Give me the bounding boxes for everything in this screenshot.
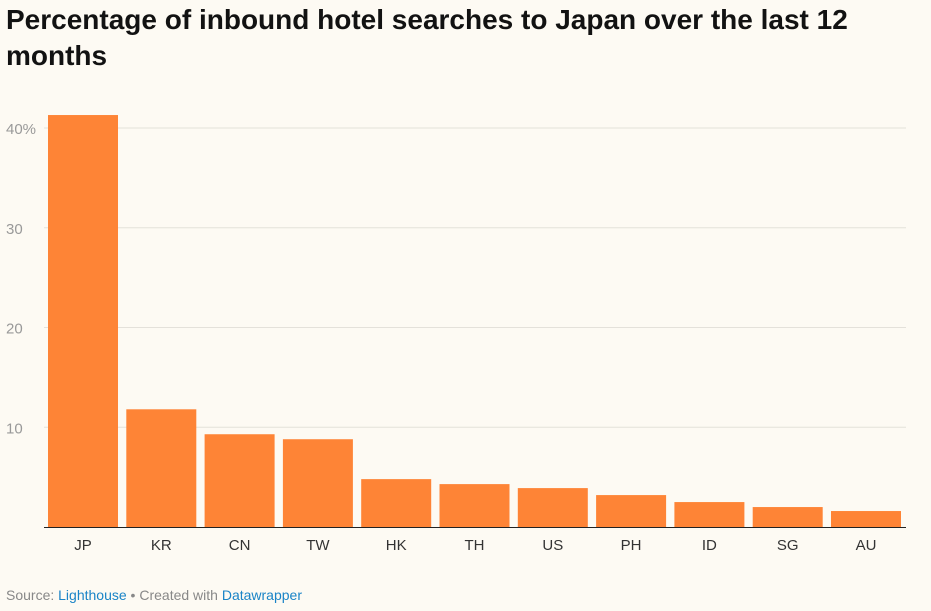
- y-tick-label: 10: [6, 420, 23, 437]
- bar-id: [674, 502, 745, 527]
- bar-kr: [126, 409, 197, 527]
- x-category-label: AU: [856, 537, 877, 554]
- source-label: Source:: [6, 587, 55, 603]
- bar-hk: [361, 479, 432, 527]
- bar-tw: [282, 439, 353, 527]
- x-category-label: KR: [151, 537, 172, 554]
- bar-sg: [752, 507, 823, 527]
- bar-ph: [596, 495, 667, 527]
- y-axis-tick-labels: 10 20 30 40%: [6, 121, 36, 437]
- bars: [48, 115, 901, 527]
- x-category-label: PH: [621, 537, 642, 554]
- x-category-label: TH: [465, 537, 485, 554]
- y-tick-label: 30: [6, 221, 23, 238]
- datawrapper-link[interactable]: Datawrapper: [221, 587, 302, 603]
- x-category-label: JP: [74, 537, 92, 554]
- chart-title: Percentage of inbound hotel searches to …: [6, 4, 848, 71]
- footer-separator: •: [130, 587, 136, 603]
- x-category-label: TW: [306, 537, 330, 554]
- y-tick-label: 20: [6, 321, 23, 338]
- x-category-label: ID: [702, 537, 717, 554]
- x-category-label: SG: [777, 537, 799, 554]
- x-category-label: HK: [386, 537, 407, 554]
- bar-cn: [204, 434, 275, 527]
- bar-jp: [48, 115, 118, 527]
- bar-us: [517, 488, 588, 527]
- bar-au: [831, 511, 901, 527]
- gridlines: [44, 127, 906, 428]
- x-category-label: CN: [229, 537, 251, 554]
- x-axis-category-labels: JP KR CN TW HK TH US PH ID SG AU: [74, 537, 876, 554]
- source-link[interactable]: Lighthouse: [58, 587, 127, 603]
- y-tick-label: 40%: [6, 121, 36, 138]
- created-with-label: Created with: [139, 587, 218, 603]
- bar-chart: 10 20 30 40% JP KR CN TW HK TH US PH ID SG AU: [6, 115, 906, 554]
- chart-footer: Source: Lighthouse • Created with Datawr…: [6, 586, 302, 604]
- bar-th: [439, 484, 510, 527]
- x-category-label: US: [542, 537, 563, 554]
